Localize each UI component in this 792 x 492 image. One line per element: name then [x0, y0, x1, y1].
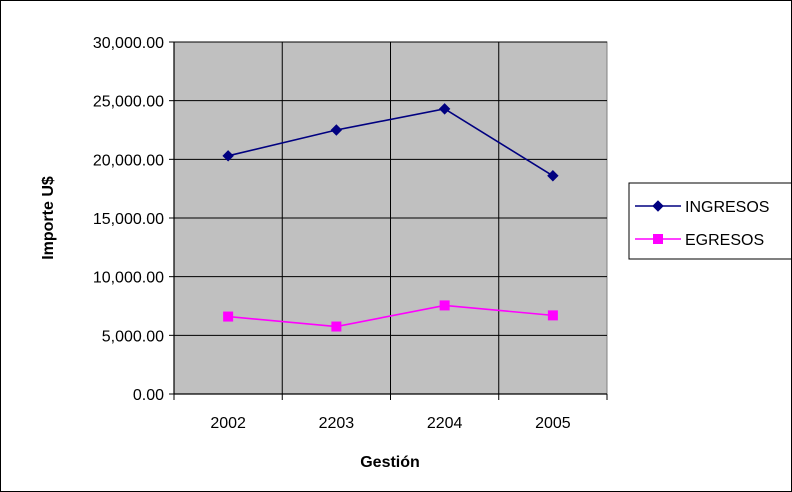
y-tick-labels: 0.00 5,000.00 10,000.00 15,000.00 20,000.00 2…: [93, 35, 164, 404]
data-point-ingresos: [222, 150, 234, 162]
x-tick-label: 2204: [427, 415, 463, 432]
data-point-ingresos: [330, 124, 343, 136]
data-point-egresos: [547, 310, 558, 321]
y-tick-label: 5,000.00: [102, 328, 164, 345]
series-line-egresos: [228, 304, 553, 328]
y-tick-label: 0.00: [133, 387, 164, 404]
y-axis-title: Importe U$: [40, 176, 57, 260]
legend-marker-ingresos: [652, 200, 664, 212]
data-point-ingresos: [438, 103, 451, 115]
legend-marker-egresos: [653, 234, 663, 244]
x-tick-label: 2203: [319, 415, 355, 432]
series-lines: [227, 108, 554, 328]
data-point-egresos: [223, 311, 234, 322]
y-tick-label: 10,000.00: [93, 270, 164, 287]
y-tick-label: 30,000.00: [93, 35, 164, 52]
legend: INGRESOS EGRESOS: [628, 182, 791, 260]
data-point-egresos: [331, 321, 342, 332]
gridlines: [174, 41, 607, 394]
axes: [169, 41, 608, 400]
x-tick-label: 2002: [210, 415, 246, 432]
legend-box: [628, 182, 791, 260]
x-axis-title: Gestión: [360, 454, 420, 471]
x-tick-labels: 2002 2203 2204 2005: [210, 415, 570, 432]
data-point-egresos: [439, 300, 450, 311]
y-tick-label: 15,000.00: [93, 211, 164, 228]
legend-label-ingresos: INGRESOS: [685, 199, 769, 216]
x-tick-label: 2005: [535, 415, 571, 432]
data-point-ingresos: [547, 170, 559, 182]
legend-label-egresos: EGRESOS: [685, 232, 764, 249]
series-line-ingresos: [227, 108, 554, 177]
series-markers: [222, 103, 559, 332]
y-tick-label: 20,000.00: [93, 152, 164, 169]
y-tick-label: 25,000.00: [93, 94, 164, 111]
